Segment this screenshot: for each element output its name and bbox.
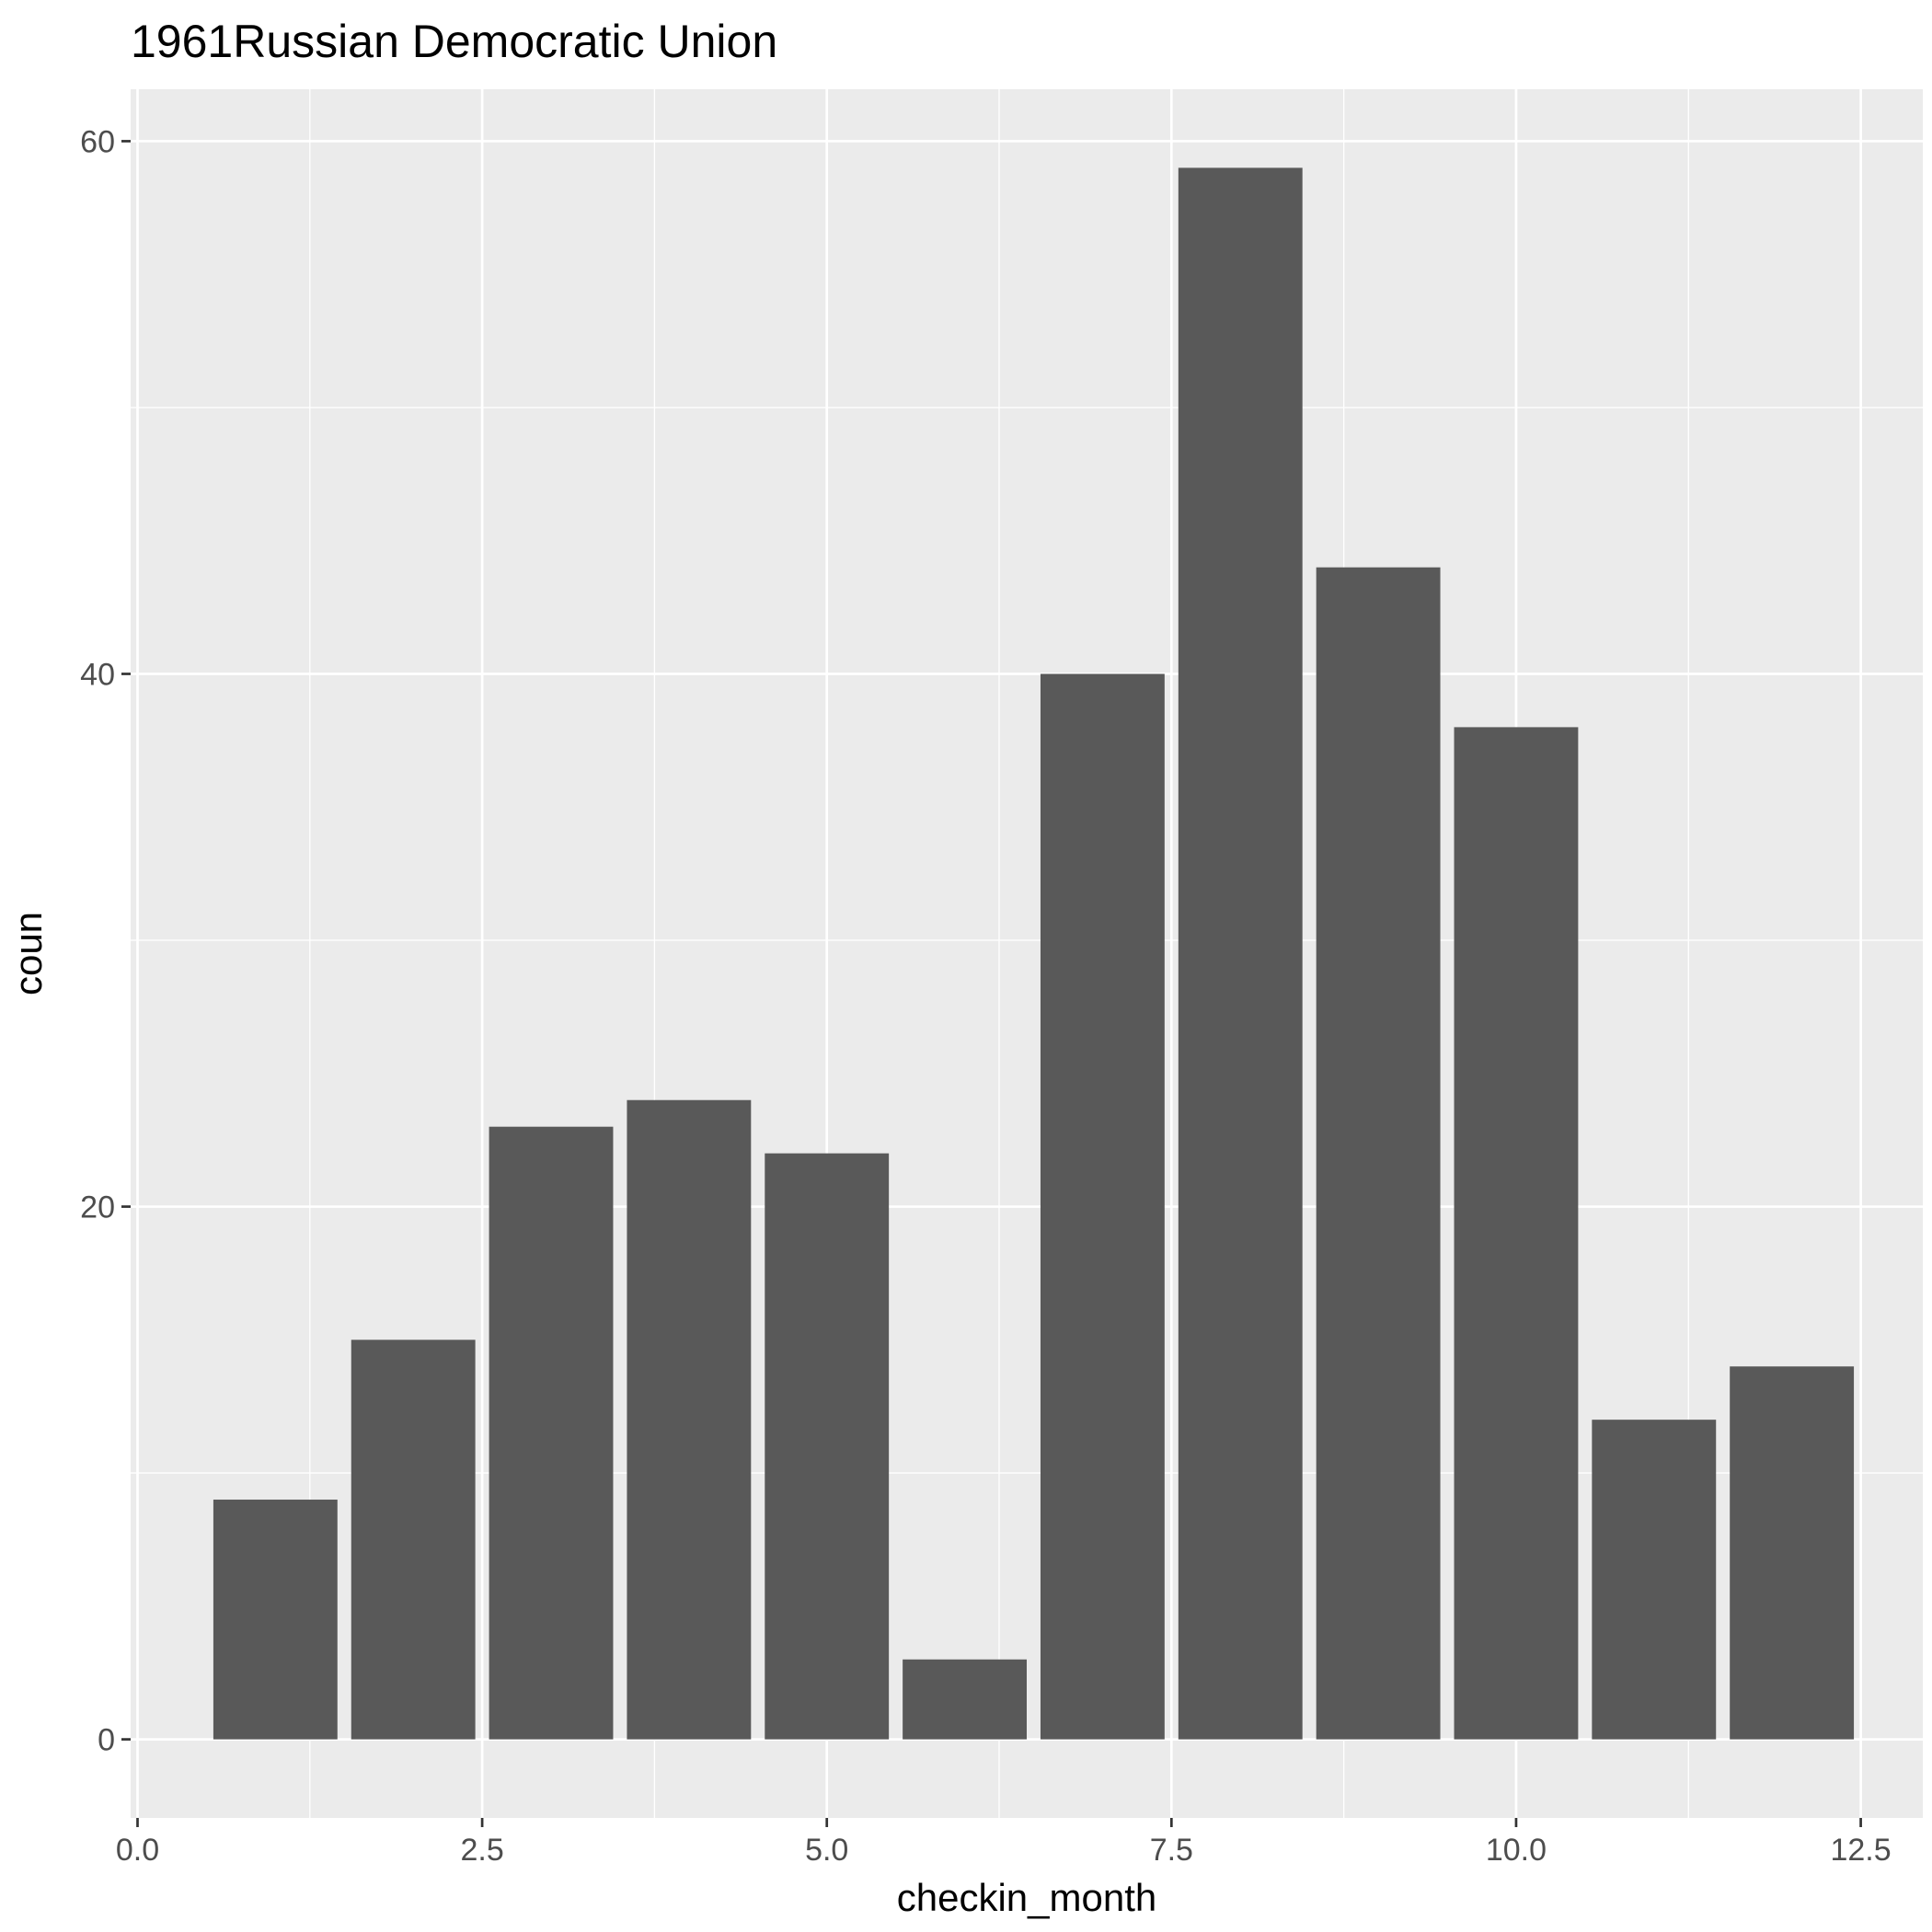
y-tick-label: 0 bbox=[98, 1723, 115, 1758]
bar-month-8 bbox=[1178, 167, 1303, 1740]
bar-month-7 bbox=[1040, 673, 1165, 1740]
y-axis-title: coun bbox=[6, 912, 50, 995]
x-axis-title: checkin_month bbox=[897, 1876, 1157, 1919]
x-tick-label: 0.0 bbox=[116, 1833, 159, 1868]
chart-title: 1961Russian Democratic Union bbox=[131, 16, 777, 67]
x-tick-label: 2.5 bbox=[460, 1833, 503, 1868]
bar-month-3 bbox=[489, 1126, 614, 1740]
bar-month-9 bbox=[1316, 567, 1441, 1740]
x-tick-label: 10.0 bbox=[1486, 1833, 1547, 1868]
bar-month-6 bbox=[903, 1659, 1027, 1740]
bar-month-5 bbox=[765, 1153, 890, 1740]
x-tick-label: 5.0 bbox=[805, 1833, 848, 1868]
bars bbox=[213, 167, 1855, 1740]
y-tick-label: 60 bbox=[80, 124, 115, 159]
bar-month-2 bbox=[351, 1340, 476, 1740]
y-tick-label: 40 bbox=[80, 658, 115, 693]
bar-month-12 bbox=[1730, 1366, 1855, 1740]
x-axis: 0.0 2.5 5.0 7.5 10.0 12.5 bbox=[116, 1818, 1892, 1868]
x-tick-label: 7.5 bbox=[1150, 1833, 1193, 1868]
bar-month-11 bbox=[1592, 1420, 1717, 1740]
bar-month-4 bbox=[627, 1099, 752, 1740]
bar-month-10 bbox=[1454, 727, 1579, 1740]
x-tick-label: 12.5 bbox=[1830, 1833, 1891, 1868]
bar-month-1 bbox=[213, 1500, 338, 1740]
y-tick-label: 20 bbox=[80, 1190, 115, 1225]
y-axis: 0 20 40 60 bbox=[80, 124, 131, 1758]
